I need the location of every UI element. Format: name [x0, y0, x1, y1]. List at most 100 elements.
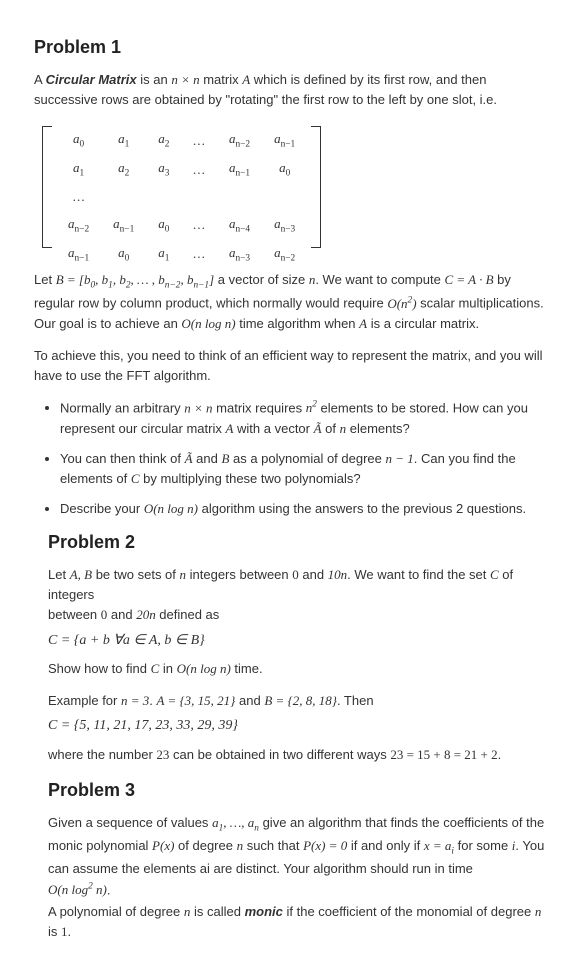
text: You can then think of	[60, 451, 185, 466]
math: Ã	[185, 451, 193, 466]
math: 23	[156, 747, 169, 762]
text: is an	[137, 72, 172, 87]
list-item: You can then think of Ã and B as a polyn…	[60, 449, 553, 489]
term-circular-matrix: Circular Matrix	[46, 72, 137, 87]
math: n2	[306, 400, 317, 415]
p2-line3: Show how to find C in O(n log n) time.	[48, 659, 553, 679]
cell: an−3	[262, 211, 307, 240]
text: integers between	[186, 567, 292, 582]
text: in	[159, 661, 176, 676]
text: matrix requires	[213, 400, 306, 415]
math: 10n	[328, 567, 348, 582]
text: as a polynomial of degree	[229, 451, 385, 466]
math: A	[359, 316, 367, 331]
p1-bullets: Normally an arbitrary n × n matrix requi…	[34, 398, 553, 519]
text: Describe your	[60, 501, 144, 516]
math: C	[151, 661, 160, 676]
cell: a2	[101, 155, 146, 184]
text: and	[299, 567, 328, 582]
p2-line4: Example for n = 3. A = {3, 15, 21} and B…	[48, 691, 553, 711]
text: A polynomial of degree	[48, 904, 184, 919]
p3-line2: A polynomial of degree n is called monic…	[48, 902, 553, 942]
text: Show how to find	[48, 661, 151, 676]
cell: a0	[56, 126, 101, 155]
matrix-row: a1 a2 a3 … an−1 a0	[56, 155, 307, 184]
cell: an−1	[262, 126, 307, 155]
cell: an−2	[56, 211, 101, 240]
circular-matrix-display: a0 a1 a2 … an−2 an−1 a1 a2 a3 … an−1 a0 …	[42, 126, 553, 248]
math: x = ai	[424, 838, 454, 853]
text: if the coefficient of the monomial of de…	[283, 904, 535, 919]
math-nxn: n × n	[171, 72, 199, 87]
list-item: Normally an arbitrary n × n matrix requi…	[60, 398, 553, 439]
bracket-left	[42, 126, 52, 248]
cell: …	[181, 240, 217, 269]
bracket-right	[311, 126, 321, 248]
cell: an−4	[217, 211, 262, 240]
text: . We want to find the set	[347, 567, 490, 582]
text: Example for	[48, 693, 121, 708]
text: .	[498, 747, 502, 762]
text: of degree	[174, 838, 236, 853]
math: 20n	[136, 607, 156, 622]
text: Given a sequence of values	[48, 815, 212, 830]
text: .	[149, 693, 156, 708]
cell: a3	[146, 155, 181, 184]
math: O(n2)	[387, 296, 416, 311]
math: C	[131, 471, 140, 486]
math: n	[535, 904, 542, 919]
cell: an−2	[217, 126, 262, 155]
math: B = [b0, b1, b2, … , bn−2, bn−1]	[56, 272, 214, 287]
math-A: A	[242, 72, 250, 87]
math: n × n	[184, 400, 212, 415]
matrix-row: an−1 a0 a1 … an−3 an−2	[56, 240, 307, 269]
p2-eq2: C = {5, 11, 21, 17, 23, 33, 29, 39}	[48, 715, 553, 737]
p1-para3: To achieve this, you need to think of an…	[34, 346, 553, 386]
p1-intro: A Circular Matrix is an n × n matrix A w…	[34, 70, 553, 110]
text: with a vector	[233, 421, 313, 436]
text: be two sets of	[92, 567, 179, 582]
text: is called	[190, 904, 244, 919]
matrix-row: an−2 an−1 a0 … an−4 an−3	[56, 211, 307, 240]
text: Let	[34, 272, 56, 287]
problem-2-title: Problem 2	[48, 529, 553, 557]
cell: an−3	[217, 240, 262, 269]
cell: a0	[146, 211, 181, 240]
math: 23 = 15 + 8 = 21 + 2	[390, 747, 497, 762]
math: O(n log n)	[144, 501, 198, 516]
math: C	[490, 567, 499, 582]
text: . We want to compute	[315, 272, 444, 287]
text: is a circular matrix.	[367, 316, 479, 331]
p2-line2: between 0 and 20n defined as	[48, 605, 553, 625]
cell: a1	[146, 240, 181, 269]
text: and	[193, 451, 222, 466]
math: O(n log2 n)	[48, 882, 107, 897]
text: algorithm using the answers to the previ…	[198, 501, 526, 516]
cell: …	[181, 211, 217, 240]
text: A	[34, 72, 46, 87]
text: such that	[243, 838, 303, 853]
matrix-table: a0 a1 a2 … an−2 an−1 a1 a2 a3 … an−1 a0 …	[56, 126, 307, 269]
cell: an−1	[56, 240, 101, 269]
cell: an−1	[101, 211, 146, 240]
math: B = {2, 8, 18}	[264, 693, 337, 708]
text: by multiplying these two polynomials?	[140, 471, 361, 486]
text: if and only if	[347, 838, 424, 853]
text: and	[107, 607, 136, 622]
math: C = A · B	[444, 272, 493, 287]
text: and	[235, 693, 264, 708]
text: defined as	[156, 607, 220, 622]
cell: a0	[262, 155, 307, 184]
text: is	[48, 924, 61, 939]
text: between	[48, 607, 101, 622]
text: time algorithm when	[236, 316, 360, 331]
text: .	[68, 924, 72, 939]
math: A, B	[70, 567, 92, 582]
math: O(n log n)	[181, 316, 235, 331]
cell: …	[181, 126, 217, 155]
math: Ã	[314, 421, 322, 436]
list-item: Describe your O(n log n) algorithm using…	[60, 499, 553, 519]
text: elements?	[346, 421, 410, 436]
math: O(n log n)	[177, 661, 231, 676]
cell: a0	[101, 240, 146, 269]
